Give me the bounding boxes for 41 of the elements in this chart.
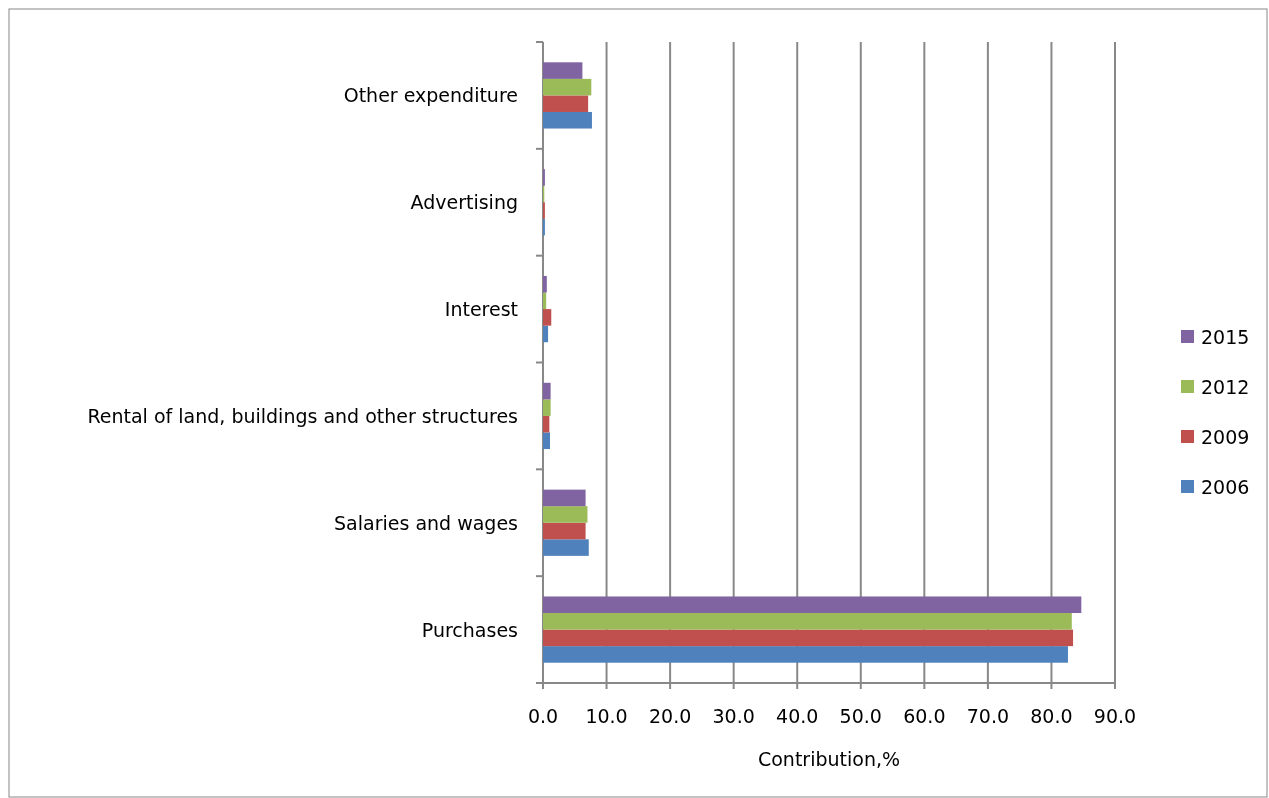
bar <box>543 325 549 343</box>
x-tick-label: 90.0 <box>1093 705 1137 727</box>
x-tick-label: 70.0 <box>966 705 1010 727</box>
bar <box>543 382 551 400</box>
bar <box>543 78 592 96</box>
bar <box>543 432 550 450</box>
bar <box>543 111 592 129</box>
y-tick-label: Advertising <box>410 191 518 214</box>
y-tick-label: Interest <box>444 298 518 321</box>
y-tick-label: Rental of land, buildings and other structures <box>87 404 518 427</box>
bar <box>543 539 589 556</box>
x-tick-label: 20.0 <box>648 705 692 727</box>
y-tick-label: Other expenditure <box>343 84 518 107</box>
bar <box>543 275 547 293</box>
legend-label: 2015 <box>1201 326 1250 348</box>
bar <box>543 399 551 416</box>
bar <box>543 309 552 326</box>
bar <box>543 629 1074 647</box>
bar <box>543 415 550 433</box>
bar <box>543 292 547 310</box>
bar <box>543 62 583 79</box>
x-tick-label: 50.0 <box>839 705 882 727</box>
bar <box>543 596 1082 614</box>
bar <box>543 95 589 112</box>
bar <box>543 646 1068 663</box>
legend-label: 2006 <box>1201 476 1250 498</box>
bar <box>543 489 586 507</box>
legend-label: 2009 <box>1201 426 1250 448</box>
legend-label: 2012 <box>1201 376 1250 398</box>
x-tick-label: 60.0 <box>903 705 946 727</box>
bar <box>543 522 586 540</box>
x-tick-label: 80.0 <box>1030 705 1073 727</box>
bar <box>543 506 588 523</box>
bar <box>543 613 1072 630</box>
x-tick-label: 40.0 <box>776 705 819 727</box>
y-tick-label: Salaries and wages <box>334 511 518 534</box>
y-tick-label: Purchases <box>421 618 518 641</box>
x-tick-label: 10.0 <box>585 705 628 727</box>
x-tick-label: 0.0 <box>527 705 559 727</box>
x-tick-label: 30.0 <box>712 705 755 727</box>
x-axis-title: Contribution,% <box>757 748 901 770</box>
